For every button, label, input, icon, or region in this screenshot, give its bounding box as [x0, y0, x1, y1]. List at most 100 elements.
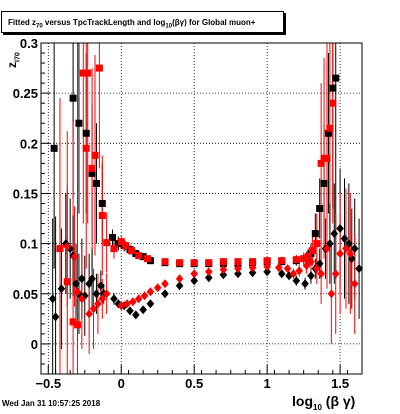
data-point-s2-45	[355, 264, 363, 274]
data-point-s3-3	[78, 294, 86, 304]
data-point-s3-28	[302, 261, 311, 271]
data-point-s0-29	[324, 129, 332, 137]
data-point-s3-14	[146, 287, 155, 297]
data-point-s2-22	[161, 289, 169, 299]
data-point-s2-41	[340, 234, 349, 244]
data-point-s2-1	[51, 312, 60, 322]
data-point-s1-10	[98, 212, 106, 220]
y-tick-label-0: 0	[31, 337, 38, 352]
data-point-s2-31	[285, 271, 293, 281]
data-point-s2-39	[330, 229, 339, 239]
data-point-s1-29	[304, 253, 312, 261]
data-point-s2-19	[132, 310, 140, 320]
data-point-s2-0	[48, 294, 57, 304]
data-point-s0-0	[50, 144, 58, 152]
data-point-s1-15	[127, 247, 135, 255]
data-point-s2-23	[175, 281, 184, 291]
data-point-s2-21	[146, 299, 155, 309]
datestamp: Wed Jan 31 10:57:25 2018	[2, 399, 101, 408]
data-point-s1-11	[103, 239, 111, 247]
data-point-s1-35	[326, 124, 334, 132]
data-point-s2-44	[350, 244, 359, 254]
data-point-s1-8	[91, 151, 99, 159]
data-point-s0-6	[98, 199, 106, 207]
data-point-s3-18	[190, 269, 199, 279]
data-point-s2-25	[204, 273, 213, 283]
data-point-s2-2	[57, 284, 66, 294]
data-point-s3-35	[336, 249, 344, 259]
data-point-s1-25	[263, 257, 271, 265]
data-point-s2-43	[347, 254, 356, 264]
data-point-s1-23	[234, 258, 242, 266]
data-point-s1-17	[144, 255, 152, 263]
data-point-s3-12	[134, 294, 143, 304]
data-point-s1-31	[313, 240, 321, 248]
data-point-s3-1	[70, 252, 79, 262]
data-point-s1-2	[69, 318, 77, 326]
data-point-s0-26	[311, 230, 319, 238]
data-point-s1-0	[56, 245, 64, 253]
data-point-s1-12	[110, 245, 118, 253]
x-tick-label-0: −0.5	[35, 376, 61, 391]
title-pre: Fitted z	[8, 18, 36, 27]
data-point-s3-36	[342, 244, 350, 254]
data-point-s3-20	[219, 265, 228, 275]
data-point-s2-8	[78, 274, 86, 284]
data-point-s2-33	[301, 279, 309, 289]
y-axis-label-sub: I70	[14, 52, 22, 62]
data-point-s1-4	[79, 69, 87, 77]
data-point-s3-25	[283, 264, 292, 274]
data-point-s3-9	[117, 301, 126, 311]
x-axis-label-main: log	[292, 393, 313, 409]
y-tick-label-3: 0.15	[13, 186, 38, 201]
x-tick-label-2: 0.5	[185, 376, 203, 391]
data-point-s0-12	[139, 253, 147, 261]
title-mid: versus TpcTrackLength and log	[42, 18, 166, 27]
data-point-s3-13	[140, 291, 149, 301]
data-point-s3-29	[307, 257, 315, 267]
data-point-s1-34	[323, 154, 331, 162]
data-point-s0-5	[92, 179, 100, 187]
y-tick-label-6: 0.3	[20, 36, 38, 51]
data-point-s1-16	[135, 252, 143, 260]
data-point-s2-34	[307, 271, 315, 281]
data-point-s1-20	[190, 259, 198, 267]
x-tick-label-1: 0	[118, 376, 125, 391]
data-point-s3-5	[89, 304, 98, 314]
data-point-s1-9	[95, 64, 103, 72]
x-axis-label-sub: 10	[313, 402, 322, 412]
data-point-s2-42	[345, 239, 353, 249]
data-point-s3-31	[317, 269, 325, 279]
x-tick-label-4: 1.5	[331, 376, 349, 391]
data-point-s1-7	[88, 164, 96, 172]
data-point-s0-27	[316, 205, 324, 212]
data-point-s2-29	[263, 267, 271, 277]
data-point-s1-21	[205, 259, 213, 267]
data-point-s2-18	[126, 306, 134, 316]
data-point-s1-32	[317, 159, 325, 167]
data-point-s2-24	[190, 276, 199, 286]
data-point-s3-19	[204, 267, 213, 277]
data-point-s1-26	[278, 257, 286, 265]
data-point-s3-33	[327, 289, 336, 299]
data-point-s2-27	[234, 269, 242, 279]
x-axis-label: log10 (β γ)	[292, 393, 355, 412]
data-point-s1-18	[161, 258, 169, 266]
data-point-s0-4	[88, 169, 96, 177]
data-point-s3-15	[153, 283, 162, 293]
data-point-s2-28	[248, 268, 257, 278]
data-point-s3-17	[175, 274, 184, 284]
data-point-s3-24	[275, 263, 283, 273]
data-point-s1-30	[308, 247, 316, 255]
data-point-s0-30	[329, 84, 337, 92]
data-point-s3-22	[248, 263, 257, 273]
data-point-s3-6	[94, 299, 102, 309]
x-axis-label-tail: (β γ)	[325, 393, 356, 409]
data-point-s1-22	[219, 258, 227, 266]
data-point-s3-32	[323, 244, 331, 254]
data-point-s3-27	[295, 266, 304, 276]
data-point-s2-12	[92, 289, 101, 299]
data-point-s1-24	[249, 258, 257, 266]
